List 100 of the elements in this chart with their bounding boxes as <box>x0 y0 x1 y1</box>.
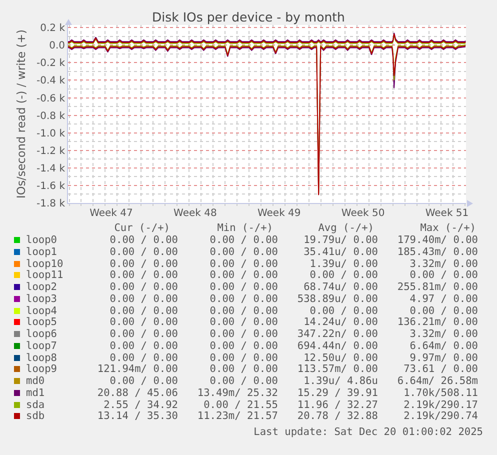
y-tick-label: -0.2 k <box>36 58 66 70</box>
text: 538.89u/ 0.00 <box>297 292 378 305</box>
text: 0.00 / 0.00 <box>210 234 278 246</box>
x-tick-label: Week 49 <box>257 208 301 219</box>
x-tick-label: Week 51 <box>425 208 469 219</box>
text: 1.39u/ 0.00 <box>310 258 378 270</box>
text: 0.00 / 0.00 <box>110 246 178 258</box>
text: 2.19k/290.17 <box>404 398 478 410</box>
legend-label: loop8 <box>26 352 57 364</box>
text: 0.00 / 0.00 <box>410 304 478 316</box>
text: 0.00 / 0.00 <box>310 304 378 316</box>
legend-label: loop1 <box>26 246 57 258</box>
text: 19.79u/ 0.00 <box>304 234 378 246</box>
y-tick-label: -0.4 k <box>36 76 66 87</box>
y-tick-label: -0.6 k <box>36 93 66 104</box>
x-tick-label: Week 48 <box>174 208 217 219</box>
x-tick-label: Week 50 <box>341 208 385 219</box>
text: 0.00 / 0.00 <box>210 363 278 376</box>
text: 121.94m/ 0.00 <box>97 363 178 376</box>
text: 14.24u/ 0.00 <box>304 316 378 328</box>
text: 9.97m/ 0.00 <box>410 352 478 364</box>
legend-label: loop2 <box>26 281 57 293</box>
text: 73.61 / 0.00 <box>404 363 478 376</box>
y-tick-label: -0.8 k <box>36 110 66 122</box>
text: 3.32m/ 0.00 <box>410 258 478 270</box>
y-tick-label: -1.6 k <box>36 180 66 192</box>
text: 0.00 / 0.00 <box>110 234 178 246</box>
legend-label: loop4 <box>26 304 57 316</box>
text: 12.50u/ 0.00 <box>304 352 378 364</box>
legend-label: sdb <box>26 410 45 422</box>
text: 0.00 / 0.00 <box>410 269 478 282</box>
legend-label: sda <box>26 398 45 410</box>
text: 136.21m/ 0.00 <box>397 316 478 328</box>
text: 0.00 / 0.00 <box>210 340 278 352</box>
text: 35.41u/ 0.00 <box>304 246 378 258</box>
text: 0.00 / 0.00 <box>110 340 178 352</box>
y-tick-label: -1.2 k <box>36 146 66 157</box>
legend-label: loop0 <box>26 234 57 246</box>
text: 0.00 / 0.00 <box>210 304 278 316</box>
text: 1.39u/ 4.86u <box>304 375 378 387</box>
text: Avg (-/+) <box>318 222 374 234</box>
text: 6.64m/ 0.00 <box>410 340 478 352</box>
text: 68.74u/ 0.00 <box>304 281 378 293</box>
text: 0.00 / 0.00 <box>210 352 278 364</box>
text: 0.00 / 0.00 <box>210 269 278 282</box>
text: 0.00 / 0.00 <box>210 328 278 340</box>
text: 0.00 / 0.00 <box>110 292 178 305</box>
legend-label: loop11 <box>26 269 64 282</box>
text: 2.55 / 34.92 <box>104 398 178 410</box>
text: 11.96 / 32.27 <box>297 398 378 410</box>
text: 0.00 / 0.00 <box>110 258 178 270</box>
text: 13.14 / 35.30 <box>97 410 178 422</box>
y-tick-label: 0.2 k <box>40 23 66 34</box>
text: Last update: Sat Dec 20 01:00:02 2025 <box>254 426 483 438</box>
text: 11.23m/ 21.57 <box>197 410 278 422</box>
legend-label: md1 <box>26 386 45 399</box>
chart-title: Disk IOs per device - by month <box>152 9 345 24</box>
y-axis-title: IOs/second read (-) / write (+) <box>15 30 28 198</box>
y-tick-label: 0.0 <box>49 40 65 52</box>
text: 0.00 / 0.00 <box>110 352 178 364</box>
text: 0.00 / 0.00 <box>110 375 178 387</box>
legend-label: md0 <box>26 375 45 387</box>
text: Max (-/+) <box>420 222 476 234</box>
text: 1.70k/508.11 <box>404 386 478 399</box>
text: 0.00 / 0.00 <box>210 281 278 293</box>
text: 185.43m/ 0.00 <box>397 246 478 258</box>
text: 20.88 / 45.06 <box>97 386 178 399</box>
text: 0.00 / 21.55 <box>204 398 278 410</box>
text: 4.97 / 0.00 <box>410 292 478 305</box>
text: 0.00 / 0.00 <box>210 246 278 258</box>
text: 347.22n/ 0.00 <box>297 328 378 340</box>
y-tick-label: -1.4 k <box>36 163 66 174</box>
text: 2.19k/290.74 <box>404 410 478 422</box>
text: 0.00 / 0.00 <box>110 316 178 328</box>
text: 0.00 / 0.00 <box>310 269 378 282</box>
text: 0.00 / 0.00 <box>110 281 178 293</box>
text: 255.81m/ 0.00 <box>397 281 478 293</box>
text: 694.44n/ 0.00 <box>297 340 378 352</box>
text: 179.40m/ 0.00 <box>397 234 478 246</box>
text: 20.78 / 32.88 <box>297 410 378 422</box>
text: 0.00 / 0.00 <box>210 258 278 270</box>
legend-label: loop7 <box>26 340 57 352</box>
y-tick-label: -1.8 k <box>36 198 66 210</box>
legend-label: loop5 <box>26 316 57 328</box>
text: 6.64m/ 26.58m <box>397 375 478 387</box>
legend-label: loop9 <box>26 363 57 376</box>
text: 0.00 / 0.00 <box>210 375 278 387</box>
text: 113.57m/ 0.00 <box>297 363 378 376</box>
text: 3.32m/ 0.00 <box>410 328 478 340</box>
legend-label: loop10 <box>26 258 64 270</box>
x-tick-label: Week 47 <box>90 208 133 219</box>
text: Cur (-/+) <box>114 222 170 234</box>
text: 0.00 / 0.00 <box>210 292 278 305</box>
text: 15.29 / 39.91 <box>297 386 378 399</box>
text: Min (-/+) <box>217 222 273 234</box>
legend-label: loop3 <box>26 292 57 305</box>
text: 13.49m/ 25.32 <box>197 386 278 399</box>
text: 0.00 / 0.00 <box>110 304 178 316</box>
y-tick-label: -1.0 k <box>36 128 66 140</box>
legend-label: loop6 <box>26 328 57 340</box>
